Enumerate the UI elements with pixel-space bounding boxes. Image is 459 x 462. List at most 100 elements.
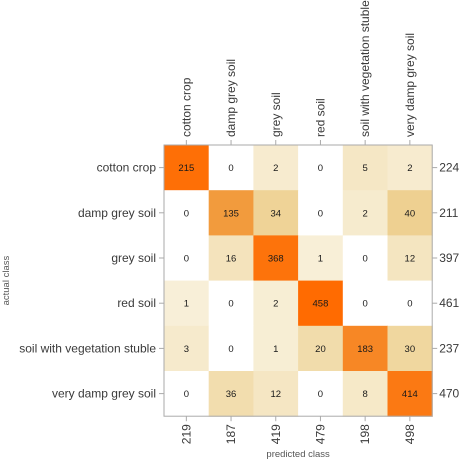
cell-count: 30 [405, 344, 416, 355]
matrix-cell [298, 145, 344, 191]
row-total: 237 [439, 341, 459, 355]
matrix-cell [253, 280, 299, 327]
cell-count: 215 [178, 163, 194, 174]
row-label: cotton crop [97, 161, 157, 175]
cell-count: 36 [226, 389, 237, 400]
matrix-cell [253, 190, 299, 236]
x-axis-label: predicted class [266, 449, 330, 460]
matrix-cell [298, 280, 344, 327]
matrix-cell [342, 145, 388, 191]
matrix-cell [208, 371, 254, 417]
matrix-cell [164, 145, 210, 191]
cell-count: 0 [184, 208, 189, 219]
matrix-cell [164, 280, 210, 327]
cell-count: 8 [363, 389, 368, 400]
row-total: 211 [439, 206, 458, 220]
matrix-cell [387, 235, 433, 282]
cell-count: 1 [184, 299, 189, 310]
matrix-cell [342, 325, 388, 372]
matrix-cell [164, 325, 210, 372]
matrix-cell [208, 325, 254, 372]
matrix-cell [387, 280, 433, 327]
cell-count: 12 [405, 254, 416, 265]
row-total: 461 [439, 296, 459, 310]
matrix-cell [342, 280, 388, 327]
matrix-cell [208, 190, 254, 236]
cell-count: 0 [228, 299, 233, 310]
matrix-cell [253, 325, 299, 372]
column-label: cotton crop [179, 77, 193, 137]
matrix-cell [298, 235, 344, 282]
cell-count: 0 [363, 254, 368, 265]
row-total: 397 [439, 251, 459, 265]
cell-count: 16 [226, 254, 237, 265]
cell-count: 0 [228, 344, 233, 355]
cell-count: 0 [363, 299, 368, 310]
cell-count: 34 [270, 208, 281, 219]
matrix-cell [208, 280, 254, 327]
cell-count: 0 [318, 389, 323, 400]
matrix-cell [298, 371, 344, 417]
cell-count: 2 [407, 163, 412, 174]
row-label: very damp grey soil [52, 387, 156, 401]
matrix-cell [253, 371, 299, 417]
matrix-cell [387, 145, 433, 191]
column-total: 219 [179, 424, 193, 444]
cell-count: 40 [405, 208, 416, 219]
matrix-cells [164, 145, 433, 417]
cell-count: 20 [315, 344, 326, 355]
column-totals: 219 187 419 479 198 498 [179, 416, 417, 444]
cell-count: 0 [318, 208, 323, 219]
column-total: 419 [269, 424, 283, 444]
row-totals: 224 211 397 461 237 470 [432, 161, 459, 401]
cell-count: 0 [318, 163, 323, 174]
matrix-cell [387, 325, 433, 372]
cell-count: 368 [268, 254, 284, 265]
column-labels: cotton crop damp grey soil grey soil red so… [179, 0, 417, 145]
column-total: 187 [224, 424, 238, 444]
row-label: damp grey soil [78, 206, 156, 220]
matrix-cell [342, 371, 388, 417]
y-axis-label: actual class [1, 256, 12, 306]
cell-counts: 215 0 2 0 5 20 135 34 0 2 400 16 368 1 0 121 0 2 458 0 03 0 1 2… [178, 163, 417, 400]
row-label: grey soil [111, 251, 156, 265]
column-total: 479 [313, 424, 327, 444]
cell-count: 1 [273, 344, 278, 355]
matrix-cell [253, 235, 299, 282]
cell-count: 12 [270, 389, 281, 400]
matrix-frame [163, 144, 433, 417]
cell-count: 5 [363, 163, 368, 174]
matrix-cell [253, 145, 299, 191]
cell-count: 0 [184, 389, 189, 400]
matrix-cell [387, 371, 433, 417]
matrix-cell [208, 235, 254, 282]
matrix-cell [208, 145, 254, 191]
cell-count: 0 [184, 254, 189, 265]
column-label: red soil [313, 98, 327, 137]
cell-count: 0 [407, 299, 412, 310]
matrix-cell [164, 371, 210, 417]
matrix-cell [164, 235, 210, 282]
cell-count: 183 [357, 344, 373, 355]
row-labels: cotton crop damp grey soil grey soil red so… [19, 161, 164, 401]
cell-count: 2 [363, 208, 368, 219]
column-total: 198 [358, 424, 372, 444]
column-total: 498 [403, 424, 417, 444]
matrix-cell [298, 190, 344, 236]
cell-count: 458 [313, 299, 329, 310]
cell-count: 3 [184, 344, 189, 355]
matrix-cell [164, 190, 210, 236]
cell-count: 135 [223, 208, 239, 219]
row-total: 470 [439, 387, 459, 401]
row-label: red soil [117, 296, 156, 310]
cell-count: 0 [228, 163, 233, 174]
matrix-cell [342, 235, 388, 282]
matrix-cell [342, 190, 388, 236]
matrix-cell [298, 325, 344, 372]
row-label: soil with vegetation stuble [19, 341, 156, 355]
cell-count: 2 [273, 163, 278, 174]
matrix-cell [387, 190, 433, 236]
cell-count: 2 [273, 299, 278, 310]
row-total: 224 [439, 161, 459, 175]
